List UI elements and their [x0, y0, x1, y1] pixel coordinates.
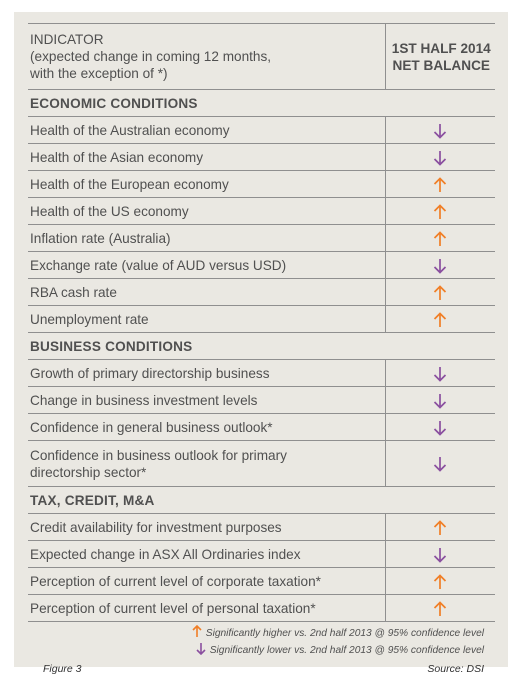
net-balance-cell: [384, 197, 495, 225]
net-balance-cell: [384, 513, 495, 541]
indicator-header-sub-1: (expected change in coming 12 months,: [30, 49, 272, 64]
section-header-row: ECONOMIC CONDITIONS: [28, 89, 495, 117]
arrow-up-icon: [433, 600, 447, 616]
arrow-up-icon: [433, 203, 447, 219]
table-row: Change in business investment levels: [28, 386, 495, 414]
indicator-label: Health of the European economy: [28, 170, 385, 198]
net-balance-cell: [384, 359, 495, 387]
net-balance-cell: [384, 224, 495, 252]
section-title: TAX, CREDIT, M&A: [28, 486, 495, 514]
legend: Significantly higher vs. 2nd half 2013 @…: [192, 624, 484, 659]
arrow-up-icon: [433, 573, 447, 589]
figure-caption: Figure 3: [43, 663, 82, 675]
legend-down-text: Significantly lower vs. 2nd half 2013 @ …: [209, 645, 484, 656]
net-balance-cell: [384, 278, 495, 306]
indicator-label: Perception of current level of corporate…: [28, 567, 385, 595]
indicator-header-cell: INDICATOR (expected change in coming 12 …: [28, 23, 385, 90]
section-header-row: TAX, CREDIT, M&A: [28, 486, 495, 514]
net-balance-cell: [384, 305, 495, 333]
arrow-up-icon: [192, 624, 206, 639]
indicator-label: Confidence in business outlook for prima…: [28, 440, 385, 487]
indicator-label: Unemployment rate: [28, 305, 385, 333]
indicator-header-sub-2: with the exception of *): [30, 66, 168, 81]
net-balance-cell: [384, 594, 495, 622]
indicator-table: INDICATOR (expected change in coming 12 …: [28, 23, 495, 622]
source-caption: Source: DSI: [427, 663, 484, 675]
table-row: Inflation rate (Australia): [28, 224, 495, 252]
table-row: RBA cash rate: [28, 278, 495, 306]
table-row: Confidence in general business outlook*: [28, 413, 495, 441]
net-balance-cell: [384, 116, 495, 144]
table-row: Growth of primary directorship business: [28, 359, 495, 387]
arrow-down-icon: [433, 392, 447, 409]
indicator-label: Growth of primary directorship business: [28, 359, 385, 387]
legend-down: Significantly lower vs. 2nd half 2013 @ …: [192, 642, 484, 659]
arrow-down-icon: [433, 257, 447, 274]
net-balance-cell: [384, 567, 495, 595]
table-row: Unemployment rate: [28, 305, 495, 333]
arrow-up-icon: [433, 519, 447, 535]
arrow-up-icon: [433, 176, 447, 192]
indicator-label: Exchange rate (value of AUD versus USD): [28, 251, 385, 279]
table-row: Confidence in business outlook for prima…: [28, 440, 495, 487]
arrow-up-icon: [433, 311, 447, 327]
table-row: Perception of current level of corporate…: [28, 567, 495, 595]
net-balance-cell: [384, 251, 495, 279]
net-balance-cell: [384, 170, 495, 198]
indicator-label: Expected change in ASX All Ordinaries in…: [28, 540, 385, 568]
indicator-label: Confidence in general business outlook*: [28, 413, 385, 441]
net-balance-cell: [384, 440, 495, 487]
arrow-down-icon: [433, 456, 447, 472]
indicator-label: Perception of current level of personal …: [28, 594, 385, 622]
net-balance-header-line1: 1ST HALF 2014: [391, 40, 491, 56]
net-balance-cell: [384, 386, 495, 414]
arrow-down-icon: [433, 546, 447, 563]
indicator-label-line1: Confidence in business outlook for prima…: [30, 447, 287, 463]
indicator-header-title: INDICATOR: [30, 32, 104, 47]
table-row: Expected change in ASX All Ordinaries in…: [28, 540, 495, 568]
section-header-row: BUSINESS CONDITIONS: [28, 332, 495, 360]
table-row: Health of the Asian economy: [28, 143, 495, 171]
indicator-label: Change in business investment levels: [28, 386, 385, 414]
table-row: Credit availability for investment purpo…: [28, 513, 495, 541]
figure-panel: INDICATOR (expected change in coming 12 …: [14, 12, 508, 675]
arrow-down-icon: [433, 149, 447, 166]
table-row: Perception of current level of personal …: [28, 594, 495, 622]
arrow-down-icon: [433, 419, 447, 436]
arrow-up-icon: [433, 230, 447, 246]
legend-up-text: Significantly higher vs. 2nd half 2013 @…: [205, 628, 484, 639]
table-header-row: INDICATOR (expected change in coming 12 …: [28, 23, 495, 90]
table-row: Health of the US economy: [28, 197, 495, 225]
legend-up: Significantly higher vs. 2nd half 2013 @…: [192, 624, 484, 642]
section-title: BUSINESS CONDITIONS: [28, 332, 495, 360]
indicator-label-line2: directorship sector*: [30, 464, 147, 480]
arrow-down-icon: [433, 122, 447, 139]
indicator-label: Health of the Australian economy: [28, 116, 385, 144]
arrow-down-icon: [196, 643, 210, 656]
indicator-label: Health of the US economy: [28, 197, 385, 225]
arrow-down-icon: [433, 365, 447, 382]
table-row: Health of the Australian economy: [28, 116, 495, 144]
indicator-label: Health of the Asian economy: [28, 143, 385, 171]
net-balance-cell: [384, 143, 495, 171]
section-title: ECONOMIC CONDITIONS: [28, 89, 495, 117]
net-balance-cell: [384, 540, 495, 568]
net-balance-header-line2: NET BALANCE: [392, 57, 490, 73]
net-balance-header-cell: 1ST HALF 2014 NET BALANCE: [384, 23, 495, 90]
arrow-up-icon: [433, 284, 447, 300]
table-row: Exchange rate (value of AUD versus USD): [28, 251, 495, 279]
indicator-label: RBA cash rate: [28, 278, 385, 306]
indicator-label: Credit availability for investment purpo…: [28, 513, 385, 541]
indicator-label: Inflation rate (Australia): [28, 224, 385, 252]
table-row: Health of the European economy: [28, 170, 495, 198]
net-balance-cell: [384, 413, 495, 441]
